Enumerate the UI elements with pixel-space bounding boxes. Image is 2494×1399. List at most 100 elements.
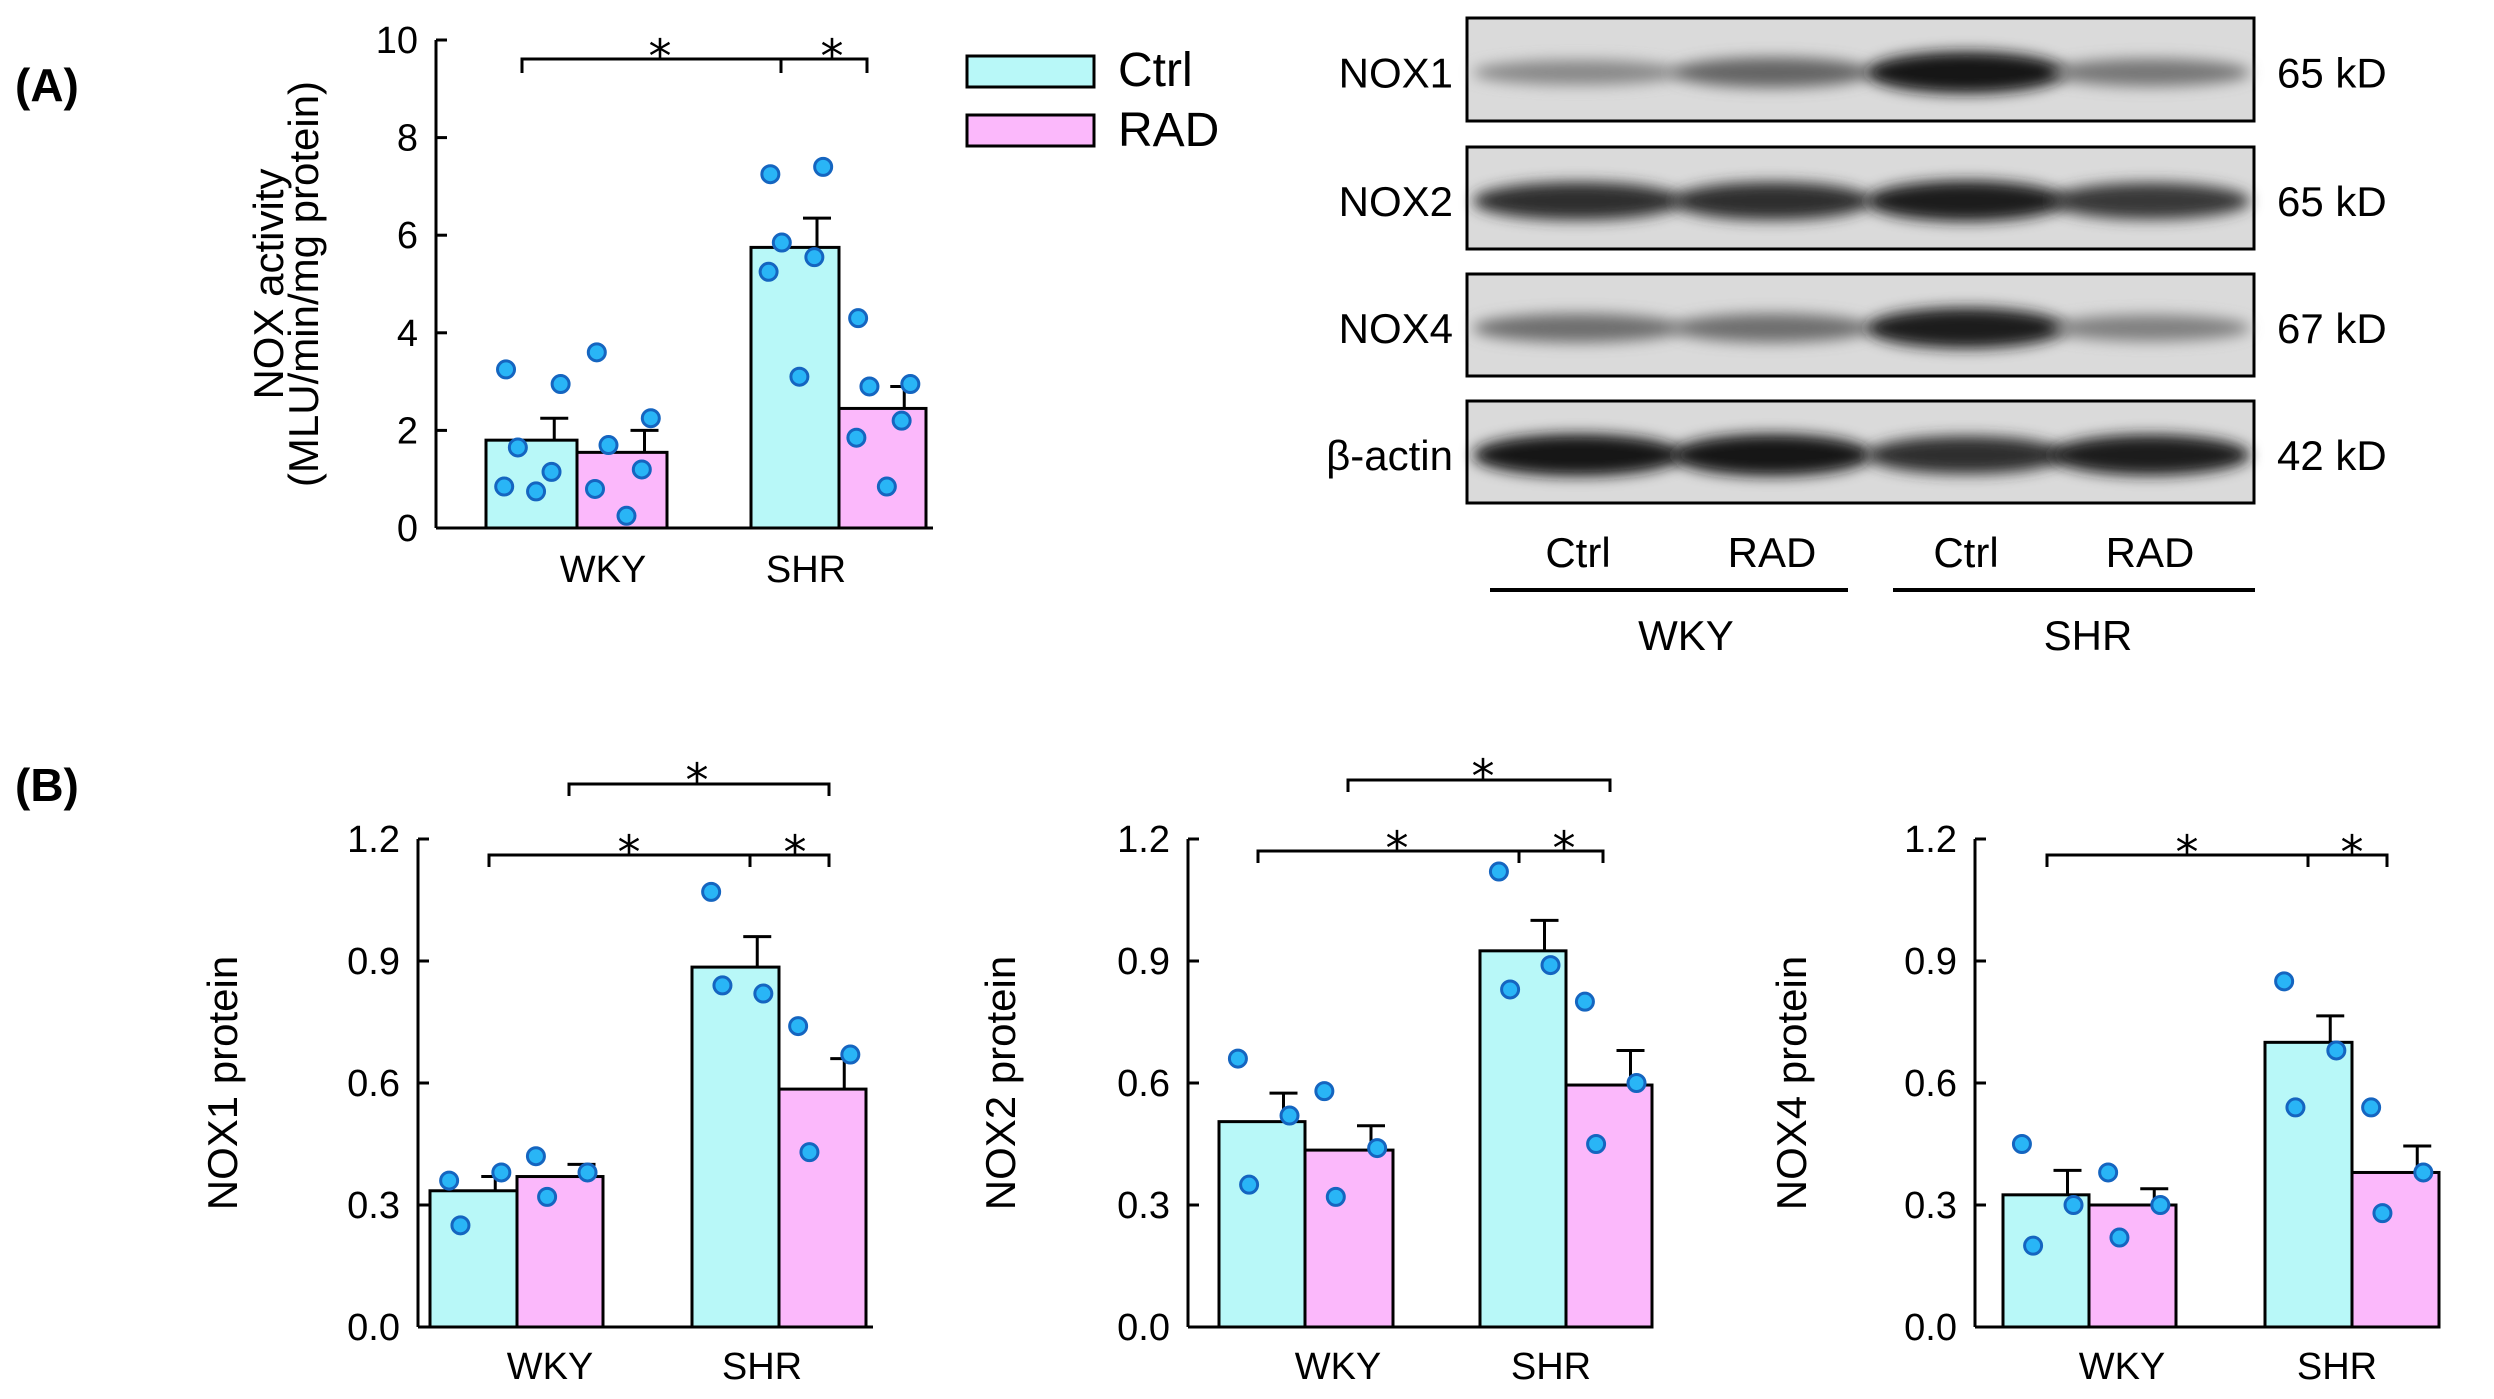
x-category-label: SHR bbox=[1511, 1346, 1591, 1388]
legend-swatch-ctrl bbox=[965, 54, 1096, 89]
y-tick-label: 0.0 bbox=[1117, 1307, 1170, 1349]
legend: Ctrl RAD bbox=[965, 44, 1219, 157]
data-point bbox=[789, 366, 810, 387]
data-point bbox=[2098, 1162, 2119, 1183]
y-tick-label: 8 bbox=[397, 118, 418, 160]
bar-wky-rad bbox=[515, 1175, 605, 1329]
data-point bbox=[2413, 1162, 2434, 1183]
bar-shr-ctrl bbox=[2263, 1040, 2354, 1329]
blot-kd-label: 67 kD bbox=[2277, 305, 2387, 352]
y-tick-label: 0 bbox=[397, 508, 418, 550]
y-axis-label-units: (MLU/min/mg protein) bbox=[280, 81, 327, 487]
data-point bbox=[753, 983, 774, 1004]
bar-shr-rad bbox=[1564, 1083, 1654, 1329]
bar-wky-rad bbox=[1303, 1148, 1395, 1329]
data-point bbox=[891, 410, 912, 431]
blot-lane-label: Ctrl bbox=[1545, 529, 1610, 576]
data-point bbox=[813, 156, 834, 177]
blot-kd-label: 42 kD bbox=[2277, 432, 2387, 479]
data-point bbox=[631, 459, 652, 480]
data-point bbox=[2326, 1040, 2347, 1061]
chart-nox2-protein: 0.0 0.3 0.6 0.9 1.2 NOX2 protein WKY SHR * * * bbox=[977, 750, 1654, 1388]
data-point bbox=[2372, 1203, 2393, 1224]
blot-band bbox=[1866, 51, 2066, 94]
data-point bbox=[1227, 1048, 1248, 1069]
data-point bbox=[788, 1016, 809, 1037]
significance-bracket bbox=[2306, 853, 2389, 867]
data-point bbox=[900, 374, 921, 395]
panel-label-a: (A) bbox=[15, 59, 79, 111]
significance-star: * bbox=[618, 826, 641, 880]
significance-bracket bbox=[779, 57, 869, 73]
blot-band bbox=[2050, 314, 2250, 342]
data-point bbox=[2150, 1195, 2171, 1215]
x-category-label: SHR bbox=[2297, 1346, 2377, 1388]
legend-label-rad: RAD bbox=[1118, 104, 1219, 157]
significance-bracket bbox=[1346, 778, 1612, 792]
y-tick-label: 4 bbox=[397, 313, 418, 355]
data-point bbox=[439, 1170, 460, 1191]
data-point bbox=[494, 476, 515, 497]
data-point bbox=[1586, 1134, 1607, 1154]
data-point bbox=[1279, 1105, 1300, 1126]
data-point bbox=[859, 376, 880, 397]
western-blot: NOX1 65 kD NOX2 65 kD NOX4 67 kD β-actin 42 kD C… bbox=[1326, 16, 2387, 659]
y-tick-label: 0.6 bbox=[347, 1063, 400, 1105]
data-point bbox=[577, 1162, 598, 1183]
data-point bbox=[1367, 1138, 1388, 1159]
data-point bbox=[846, 427, 867, 448]
data-point bbox=[450, 1215, 471, 1236]
blot-band bbox=[2050, 58, 2250, 87]
blot-band bbox=[1672, 181, 1872, 221]
data-point bbox=[701, 881, 722, 902]
blot-lane-label: RAD bbox=[1728, 529, 1817, 576]
significance-star: * bbox=[821, 30, 844, 84]
y-tick-label: 2 bbox=[397, 410, 418, 452]
y-tick-label: 0.0 bbox=[347, 1307, 400, 1349]
bar-shr-ctrl bbox=[690, 965, 781, 1329]
data-point bbox=[491, 1162, 512, 1183]
bar-wky-ctrl bbox=[428, 1189, 519, 1329]
y-axis-label: NOX activity bbox=[245, 168, 292, 399]
x-category-label: WKY bbox=[507, 1346, 594, 1388]
blot-band bbox=[1473, 59, 1683, 86]
bar-wky-rad bbox=[2087, 1203, 2178, 1329]
data-point bbox=[2063, 1195, 2084, 1215]
blot-band bbox=[1473, 434, 1683, 476]
blot-group-label: SHR bbox=[2044, 612, 2133, 659]
data-point bbox=[2023, 1235, 2044, 1256]
data-point bbox=[526, 481, 547, 502]
bar-wky-ctrl bbox=[1217, 1120, 1307, 1329]
x-category-label: WKY bbox=[560, 549, 647, 591]
data-point bbox=[2011, 1134, 2032, 1154]
y-tick-label: 6 bbox=[397, 215, 418, 257]
data-point bbox=[2274, 971, 2295, 992]
data-point bbox=[640, 408, 661, 429]
y-tick-label: 1.2 bbox=[1904, 819, 1957, 861]
significance-star: * bbox=[2176, 826, 2199, 880]
data-point bbox=[2285, 1097, 2306, 1118]
significance-star: * bbox=[1472, 750, 1495, 804]
data-point bbox=[586, 342, 607, 363]
panel-label-b: (B) bbox=[15, 759, 79, 811]
data-point bbox=[1314, 1081, 1335, 1102]
y-tick-label: 0.9 bbox=[1117, 941, 1170, 983]
x-category-label: SHR bbox=[722, 1346, 802, 1388]
y-tick-label: 0.3 bbox=[347, 1185, 400, 1227]
legend-swatch-rad bbox=[965, 113, 1096, 148]
significance-bracket bbox=[567, 782, 831, 796]
bar-shr-rad bbox=[837, 406, 928, 530]
legend-label-ctrl: Ctrl bbox=[1118, 44, 1193, 97]
significance-star: * bbox=[649, 30, 672, 84]
data-point bbox=[1488, 861, 1509, 882]
y-tick-label: 0.9 bbox=[347, 941, 400, 983]
blot-kd-label: 65 kD bbox=[2277, 50, 2387, 97]
blot-row-2: NOX2 65 kD bbox=[1339, 145, 2387, 251]
data-point bbox=[496, 359, 517, 380]
significance-bracket bbox=[1517, 849, 1605, 863]
bar-shr-ctrl bbox=[749, 245, 841, 530]
blot-row-4: β-actin 42 kD bbox=[1326, 399, 2387, 505]
data-point bbox=[2109, 1227, 2130, 1248]
bar-shr-ctrl bbox=[1478, 949, 1568, 1329]
significance-star: * bbox=[2341, 826, 2364, 880]
